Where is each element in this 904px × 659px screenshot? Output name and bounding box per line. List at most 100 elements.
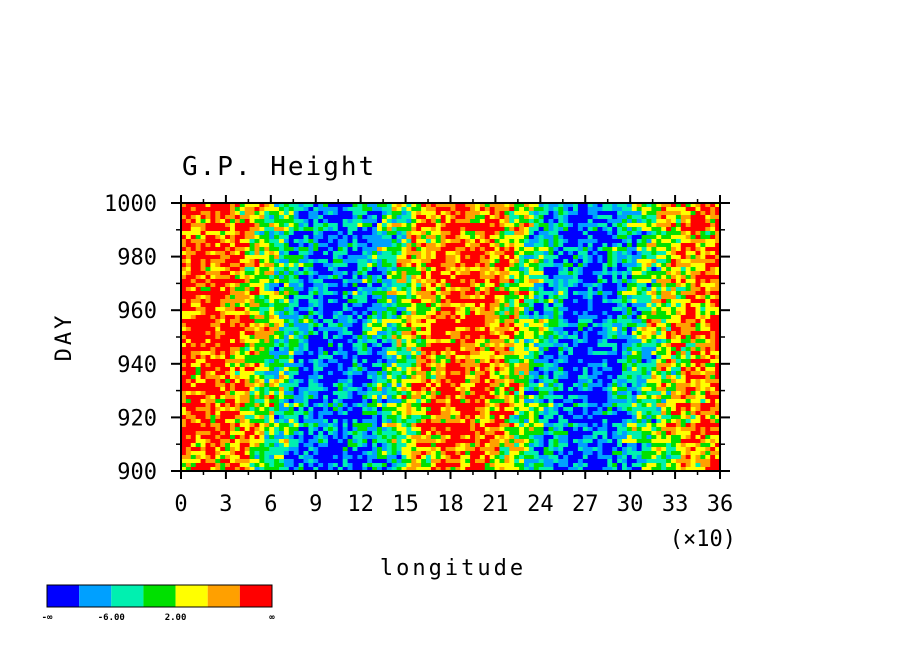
heatmap-cell — [675, 295, 682, 300]
heatmap-cell — [318, 351, 324, 356]
heatmap-cell — [230, 283, 236, 288]
heatmap-cell — [573, 279, 579, 284]
heatmap-cell — [323, 243, 329, 248]
heatmap-cell — [617, 239, 623, 244]
heatmap-cell — [617, 327, 623, 332]
heatmap-cell — [636, 287, 643, 292]
heatmap-cell — [391, 335, 398, 340]
heatmap-cell — [587, 379, 594, 384]
heatmap-cell — [622, 223, 628, 228]
heatmap-cell — [254, 371, 260, 376]
heatmap-cell — [626, 207, 633, 212]
heatmap-cell — [274, 335, 280, 340]
heatmap-cell — [509, 267, 515, 272]
heatmap-cell — [440, 287, 447, 292]
heatmap-cell — [548, 239, 554, 244]
heatmap-cell — [489, 299, 496, 304]
heatmap-cell — [274, 283, 280, 288]
heatmap-cell — [401, 247, 407, 252]
heatmap-cell — [435, 275, 442, 280]
heatmap-cell — [690, 371, 697, 376]
heatmap-cell — [543, 323, 550, 328]
heatmap-cell — [671, 267, 677, 272]
heatmap-cell — [215, 239, 221, 244]
heatmap-cell — [455, 203, 461, 208]
heatmap-cell — [318, 331, 324, 336]
heatmap-cell — [460, 359, 466, 364]
heatmap-cell — [220, 307, 226, 312]
heatmap-cell — [636, 315, 643, 320]
heatmap-cell — [249, 251, 256, 256]
heatmap-cell — [675, 219, 682, 224]
heatmap-cell — [269, 371, 275, 376]
heatmap-cell — [558, 327, 564, 332]
heatmap-cell — [210, 351, 216, 356]
heatmap-cell — [582, 215, 589, 220]
heatmap-cell — [279, 315, 285, 320]
heatmap-cell — [587, 203, 594, 208]
heatmap-cell — [200, 375, 207, 380]
heatmap-cell — [533, 263, 540, 268]
heatmap-cell — [450, 307, 456, 312]
heatmap-cell — [661, 323, 667, 328]
heatmap-cell — [318, 243, 324, 248]
heatmap-cell — [264, 275, 270, 280]
heatmap-cell — [274, 379, 280, 384]
heatmap-cell — [244, 339, 251, 344]
heatmap-cell — [636, 243, 643, 248]
heatmap-cell — [264, 251, 270, 256]
heatmap-cell — [705, 347, 711, 352]
heatmap-cell — [548, 375, 554, 380]
heatmap-cell — [401, 311, 407, 316]
heatmap-cell — [279, 331, 285, 336]
heatmap-cell — [465, 255, 471, 260]
heatmap-cell — [352, 335, 358, 340]
heatmap-cell — [607, 223, 613, 228]
heatmap-cell — [435, 271, 442, 276]
heatmap-cell — [636, 323, 643, 328]
heatmap-cell — [205, 363, 211, 368]
heatmap-cell — [445, 251, 452, 256]
heatmap-cell — [685, 343, 692, 348]
heatmap-cell — [244, 347, 251, 352]
heatmap-cell — [582, 319, 589, 324]
heatmap-cell — [558, 375, 564, 380]
heatmap-cell — [190, 259, 197, 264]
heatmap-cell — [455, 207, 461, 212]
heatmap-cell — [440, 351, 447, 356]
heatmap-cell — [190, 339, 197, 344]
heatmap-cell — [381, 315, 388, 320]
heatmap-cell — [558, 319, 564, 324]
heatmap-cell — [259, 231, 265, 236]
heatmap-cell — [563, 347, 569, 352]
heatmap-cell — [465, 351, 471, 356]
heatmap-cell — [416, 371, 422, 376]
heatmap-cell — [528, 339, 535, 344]
heatmap-cell — [460, 235, 466, 240]
heatmap-cell — [587, 359, 594, 364]
heatmap-cell — [293, 203, 300, 208]
heatmap-cell — [205, 287, 211, 292]
heatmap-cell — [337, 247, 344, 252]
heatmap-cell — [484, 235, 491, 240]
heatmap-cell — [475, 295, 481, 300]
heatmap-cell — [636, 367, 643, 372]
heatmap-cell — [362, 267, 368, 272]
heatmap-cell — [386, 203, 393, 208]
heatmap-cell — [411, 367, 417, 372]
heatmap-cell — [185, 347, 192, 352]
heatmap-cell — [386, 283, 393, 288]
heatmap-cell — [573, 343, 579, 348]
heatmap-cell — [435, 247, 442, 252]
heatmap-cell — [283, 211, 290, 216]
heatmap-cell — [489, 367, 496, 372]
heatmap-cell — [377, 295, 383, 300]
heatmap-cell — [362, 319, 368, 324]
heatmap-cell — [700, 271, 706, 276]
heatmap-cell — [484, 375, 491, 380]
heatmap-cell — [475, 331, 481, 336]
heatmap-cell — [337, 251, 344, 256]
heatmap-cell — [181, 251, 187, 256]
heatmap-cell — [577, 351, 584, 356]
heatmap-cell — [680, 247, 687, 252]
